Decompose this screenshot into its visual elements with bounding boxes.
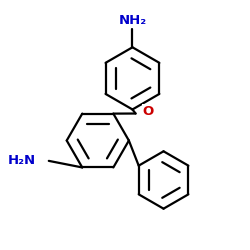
Text: O: O [143, 105, 154, 118]
Text: NH₂: NH₂ [118, 14, 146, 27]
Text: H₂N: H₂N [8, 154, 36, 167]
